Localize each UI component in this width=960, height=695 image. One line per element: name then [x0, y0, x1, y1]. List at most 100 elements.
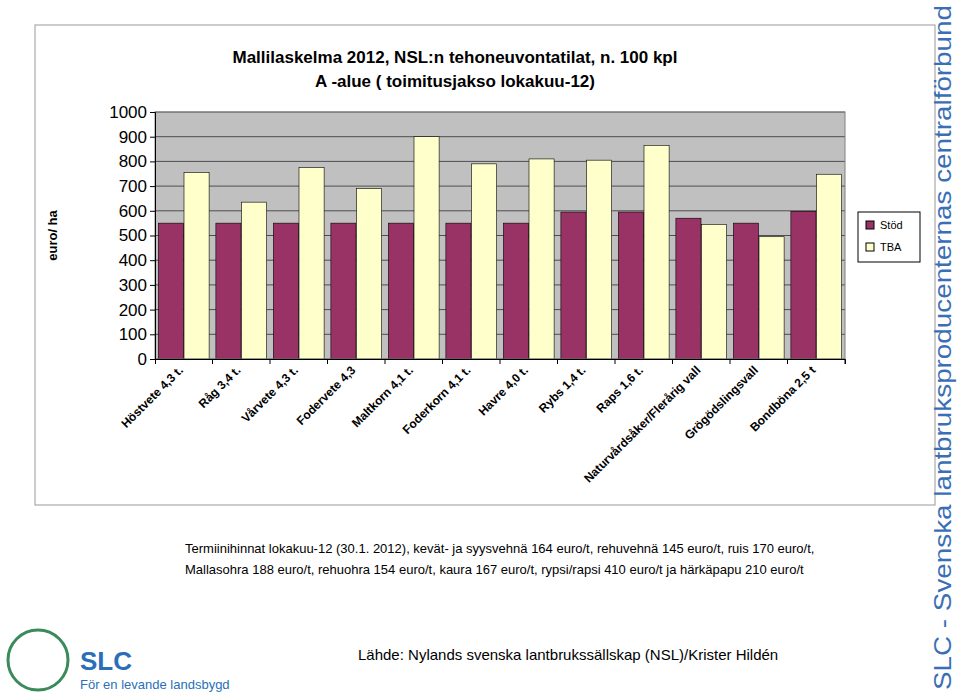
x-tick-label: Vårvete 4,3 t. [239, 363, 301, 425]
footnote: Mallasohra 188 euro/t, rehuohra 154 euro… [185, 562, 804, 577]
bar [273, 223, 298, 359]
x-tick-mark [500, 359, 501, 364]
x-axis-line [156, 360, 846, 365]
y-tick-mark [150, 334, 155, 335]
bar [759, 237, 784, 359]
y-tick-mark [150, 137, 155, 138]
x-tick-mark [327, 359, 328, 364]
bar [817, 174, 842, 359]
subtitle: A -alue ( toimitusjakso lokakuu-12) [315, 72, 595, 91]
legend-swatch [866, 243, 874, 251]
x-tick-mark [212, 359, 213, 364]
bar [158, 223, 183, 359]
bar [331, 223, 356, 359]
bar [388, 223, 413, 359]
y-tick-label: 300 [119, 276, 147, 295]
chart: Mallilaskelma 2012, NSL:n tehoneuvontati… [0, 0, 960, 695]
x-tick-mark [672, 359, 673, 364]
bar [676, 218, 701, 359]
y-tick-mark [150, 112, 155, 113]
legend-box [858, 212, 920, 262]
x-tick-label: Foderkorn 4,1 t. [400, 363, 474, 437]
x-tick: Maltkorn 4,1 t. [349, 359, 443, 430]
legend-label: Stöd [880, 219, 903, 231]
x-tick-mark [270, 359, 271, 364]
y-tick-mark [150, 211, 155, 212]
y-tick-label: 1000 [109, 103, 147, 122]
x-tick: Höstvete 4,3 t. [118, 359, 212, 431]
bar [587, 160, 612, 359]
bar [242, 202, 267, 359]
footnote: Termiinihinnat lokakuu-12 (30.1. 2012), … [185, 541, 814, 556]
x-tick-mark [787, 359, 788, 364]
logo-tagline: För en levande landsbygd [80, 677, 230, 692]
x-tick-label: Bondböna 2,5 t [747, 363, 818, 434]
x-tick-mark [615, 359, 616, 364]
legend-item: TBA [866, 241, 902, 253]
y-tick: 700 [119, 177, 155, 196]
y-axis: 0 100 200 300 400 500 600 700 800 900 1000 [109, 103, 155, 369]
y-tick: 500 [119, 226, 155, 245]
logo-emblem [8, 630, 68, 690]
grid-line [155, 136, 845, 137]
x-tick-label: Rybs 1,4 t. [536, 363, 588, 415]
bar [733, 223, 758, 359]
y-tick-label: 100 [119, 325, 147, 344]
x-tick-mark [385, 359, 386, 364]
y-tick-mark [150, 161, 155, 162]
bar [446, 223, 471, 359]
y-tick-label: 900 [119, 128, 147, 147]
y-tick-mark [150, 359, 155, 360]
x-tick-label: Grögödslingsvall [682, 363, 761, 442]
bar [216, 223, 241, 359]
chart-frame [35, 25, 935, 505]
y-tick: 0 [138, 350, 155, 369]
bar [791, 211, 816, 359]
x-tick-mark [845, 359, 846, 364]
x-tick: Bondböna 2,5 t [747, 359, 845, 434]
bar [299, 168, 324, 359]
grid [155, 112, 845, 359]
legend-label: TBA [880, 241, 902, 253]
y-tick: 200 [119, 301, 155, 320]
x-axis: Höstvete 4,3 t.Råg 3,4 t.Vårvete 4,3 t.F… [118, 359, 845, 485]
y-tick-mark [150, 260, 155, 261]
y-tick-label: 700 [119, 177, 147, 196]
legend: Stöd TBA [858, 212, 920, 262]
y-tick-mark [150, 285, 155, 286]
grid-line [155, 161, 845, 162]
y-axis-title: euro/ ha [45, 209, 60, 260]
y-tick: 900 [119, 128, 155, 147]
y-tick: 100 [119, 325, 155, 344]
bars [158, 137, 841, 359]
x-tick-mark [730, 359, 731, 364]
y-tick-mark [150, 236, 155, 237]
logo-text: SLC [80, 646, 132, 676]
x-tick-mark [442, 359, 443, 364]
y-tick-label: 0 [138, 350, 147, 369]
y-tick-mark [150, 310, 155, 311]
y-tick-label: 800 [119, 152, 147, 171]
x-tick-label: Fodervete 4,3 [294, 363, 359, 428]
bar [702, 224, 727, 359]
x-tick-label: Höstvete 4,3 t. [118, 363, 185, 430]
y-tick-label: 400 [119, 251, 147, 270]
y-tick-label: 200 [119, 301, 147, 320]
y-tick: 400 [119, 251, 155, 270]
bar [472, 164, 497, 359]
y-tick: 800 [119, 152, 155, 171]
title: Mallilaskelma 2012, NSL:n tehoneuvontati… [233, 48, 678, 67]
bar [618, 212, 643, 359]
y-tick: 300 [119, 276, 155, 295]
source: Lähde: Nylands svenska lantbrukssällskap… [358, 646, 778, 663]
bar [414, 137, 439, 359]
x-tick-label: Naturvårdsåker/Flerårig vall [581, 363, 703, 485]
y-tick-label: 600 [119, 202, 147, 221]
bar [561, 212, 586, 359]
plot-frame [155, 112, 845, 359]
y-tick-label: 500 [119, 226, 147, 245]
bar [644, 145, 669, 359]
y-tick: 600 [119, 202, 155, 221]
legend-item: Stöd [866, 219, 903, 231]
x-tick-label: Raps 1,6 t. [594, 363, 646, 415]
